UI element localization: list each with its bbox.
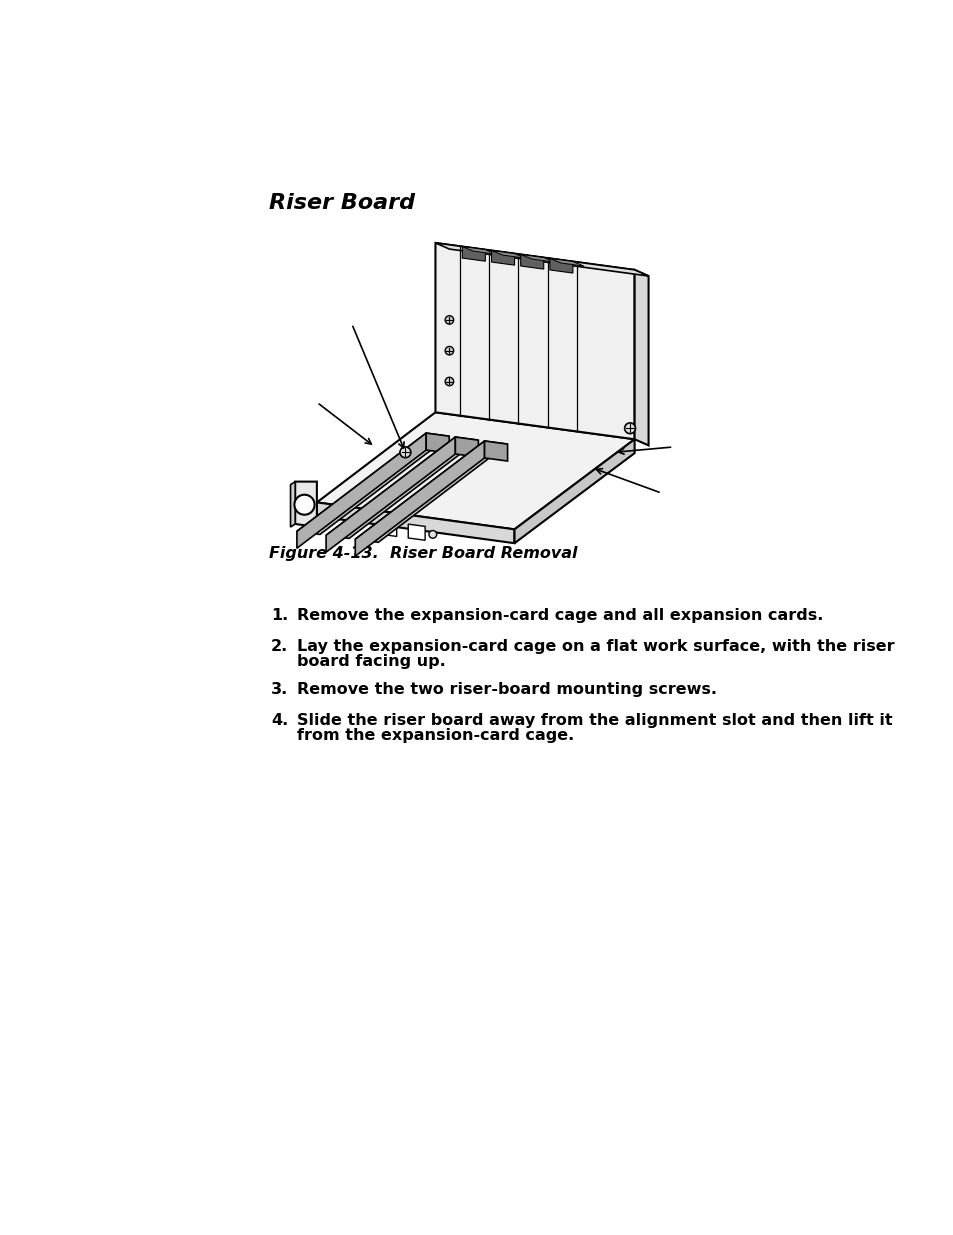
Polygon shape bbox=[549, 258, 573, 273]
Polygon shape bbox=[491, 251, 514, 266]
Polygon shape bbox=[326, 437, 477, 538]
Text: Lay the expansion-card cage on a flat work surface, with the riser: Lay the expansion-card cage on a flat wo… bbox=[297, 640, 894, 655]
Text: 1.: 1. bbox=[271, 608, 288, 622]
Circle shape bbox=[445, 377, 454, 385]
Polygon shape bbox=[549, 258, 583, 266]
Polygon shape bbox=[455, 437, 477, 457]
Circle shape bbox=[445, 347, 454, 354]
Polygon shape bbox=[355, 441, 484, 556]
Text: board facing up.: board facing up. bbox=[297, 655, 446, 669]
Polygon shape bbox=[462, 247, 496, 254]
Text: Riser Board: Riser Board bbox=[269, 193, 415, 212]
Polygon shape bbox=[316, 412, 634, 530]
Polygon shape bbox=[520, 254, 543, 269]
Circle shape bbox=[445, 316, 454, 324]
Polygon shape bbox=[408, 524, 425, 540]
Polygon shape bbox=[296, 433, 449, 535]
Polygon shape bbox=[491, 251, 525, 258]
Polygon shape bbox=[514, 440, 634, 543]
Polygon shape bbox=[435, 243, 634, 440]
Circle shape bbox=[399, 447, 411, 458]
Text: 2.: 2. bbox=[271, 640, 288, 655]
Text: Figure 4-13.  Riser Board Removal: Figure 4-13. Riser Board Removal bbox=[269, 546, 577, 561]
Text: 3.: 3. bbox=[271, 682, 288, 697]
Text: Remove the two riser-board mounting screws.: Remove the two riser-board mounting scre… bbox=[297, 682, 717, 697]
Text: Slide the riser board away from the alignment slot and then lift it: Slide the riser board away from the alig… bbox=[297, 714, 892, 729]
Text: from the expansion-card cage.: from the expansion-card cage. bbox=[297, 727, 574, 743]
Polygon shape bbox=[291, 482, 294, 527]
Polygon shape bbox=[520, 254, 555, 262]
Polygon shape bbox=[484, 441, 507, 461]
Polygon shape bbox=[462, 247, 485, 262]
Polygon shape bbox=[294, 482, 316, 527]
Polygon shape bbox=[355, 441, 507, 542]
Polygon shape bbox=[634, 270, 648, 446]
Polygon shape bbox=[426, 433, 449, 453]
Polygon shape bbox=[296, 433, 426, 548]
Circle shape bbox=[294, 495, 314, 515]
Circle shape bbox=[624, 422, 635, 433]
Text: Remove the expansion-card cage and all expansion cards.: Remove the expansion-card cage and all e… bbox=[297, 608, 823, 622]
Polygon shape bbox=[316, 503, 514, 543]
Polygon shape bbox=[326, 437, 455, 552]
Polygon shape bbox=[435, 243, 648, 275]
Circle shape bbox=[429, 531, 436, 538]
Polygon shape bbox=[379, 520, 396, 536]
Text: 4.: 4. bbox=[271, 714, 288, 729]
